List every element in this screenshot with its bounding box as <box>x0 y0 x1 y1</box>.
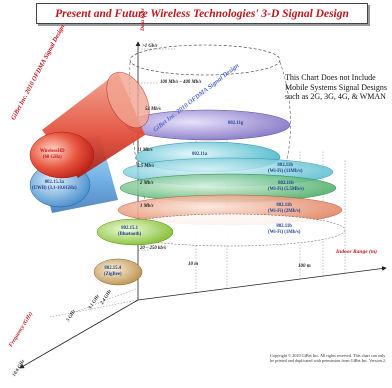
tech-label-80211b-55: 802.11b (Wi-Fi) (5.5Mb/s) <box>268 181 304 192</box>
rate-label: 20 – 250 kb/s <box>140 246 166 251</box>
rate-label: >1 Gb/s <box>142 44 158 49</box>
tech-label-80211a: 802.11a <box>192 152 208 157</box>
tech-label-uwb: 802.15.3a (UWB) (3.1-10.6GHz) <box>32 180 77 191</box>
distance-label: 100 m <box>298 264 311 269</box>
tech-label-80211g: 802.11g <box>228 121 244 126</box>
disk-zigbee <box>93 258 143 286</box>
copyright-notice: Copyright © 2010 GiBet Inc. All rights r… <box>270 353 386 364</box>
distance-label: 10 m <box>188 262 199 267</box>
rate-label: 2 Mb/s <box>140 181 154 186</box>
disk-bluetooth <box>96 218 174 246</box>
range-axis <box>137 266 387 301</box>
gigabit-envelope <box>129 44 281 76</box>
scope-note: This Chart Does not Include Mobile Syste… <box>285 73 388 101</box>
frequency-axis <box>19 299 139 369</box>
rate-label: 1 Mb/s <box>140 204 154 209</box>
tech-label-zigbee: 802.15.4 (ZigBee) <box>104 266 122 277</box>
rate-label: 11 Mb/s <box>137 148 153 153</box>
rate-label: 54 Mb/s <box>145 107 161 112</box>
rate-label: 5.5 Mb/s <box>137 164 155 169</box>
tech-label-80211b-1: 802.11b (Wi-Fi) (1Mb/s) <box>268 224 301 235</box>
disk-80211g <box>125 109 291 141</box>
cylinder-wirelesshd-face <box>29 131 95 179</box>
data-rate-axis-label: Data Rate <box>140 8 146 31</box>
tech-label-bluetooth: 802.15.1 (Bluetooth) <box>118 226 142 237</box>
rate-label: 100 Mb/s – 400 Mb/s <box>160 80 202 85</box>
range-axis-label: Indoor Range (m) <box>336 249 377 255</box>
page-title: Present and Future Wireless Technologies… <box>55 7 349 20</box>
title-box: Present and Future Wireless Technologies… <box>36 3 368 24</box>
tech-label-80211b-11: 802.11b (Wi-Fi) (11Mb/s) <box>268 163 303 174</box>
tech-label-wirelesshd: WirelessHD (60 GHz) <box>40 149 65 160</box>
tech-label-80211b-2: 802.11b (Wi-Fi) (2Mb/s) <box>268 203 301 214</box>
